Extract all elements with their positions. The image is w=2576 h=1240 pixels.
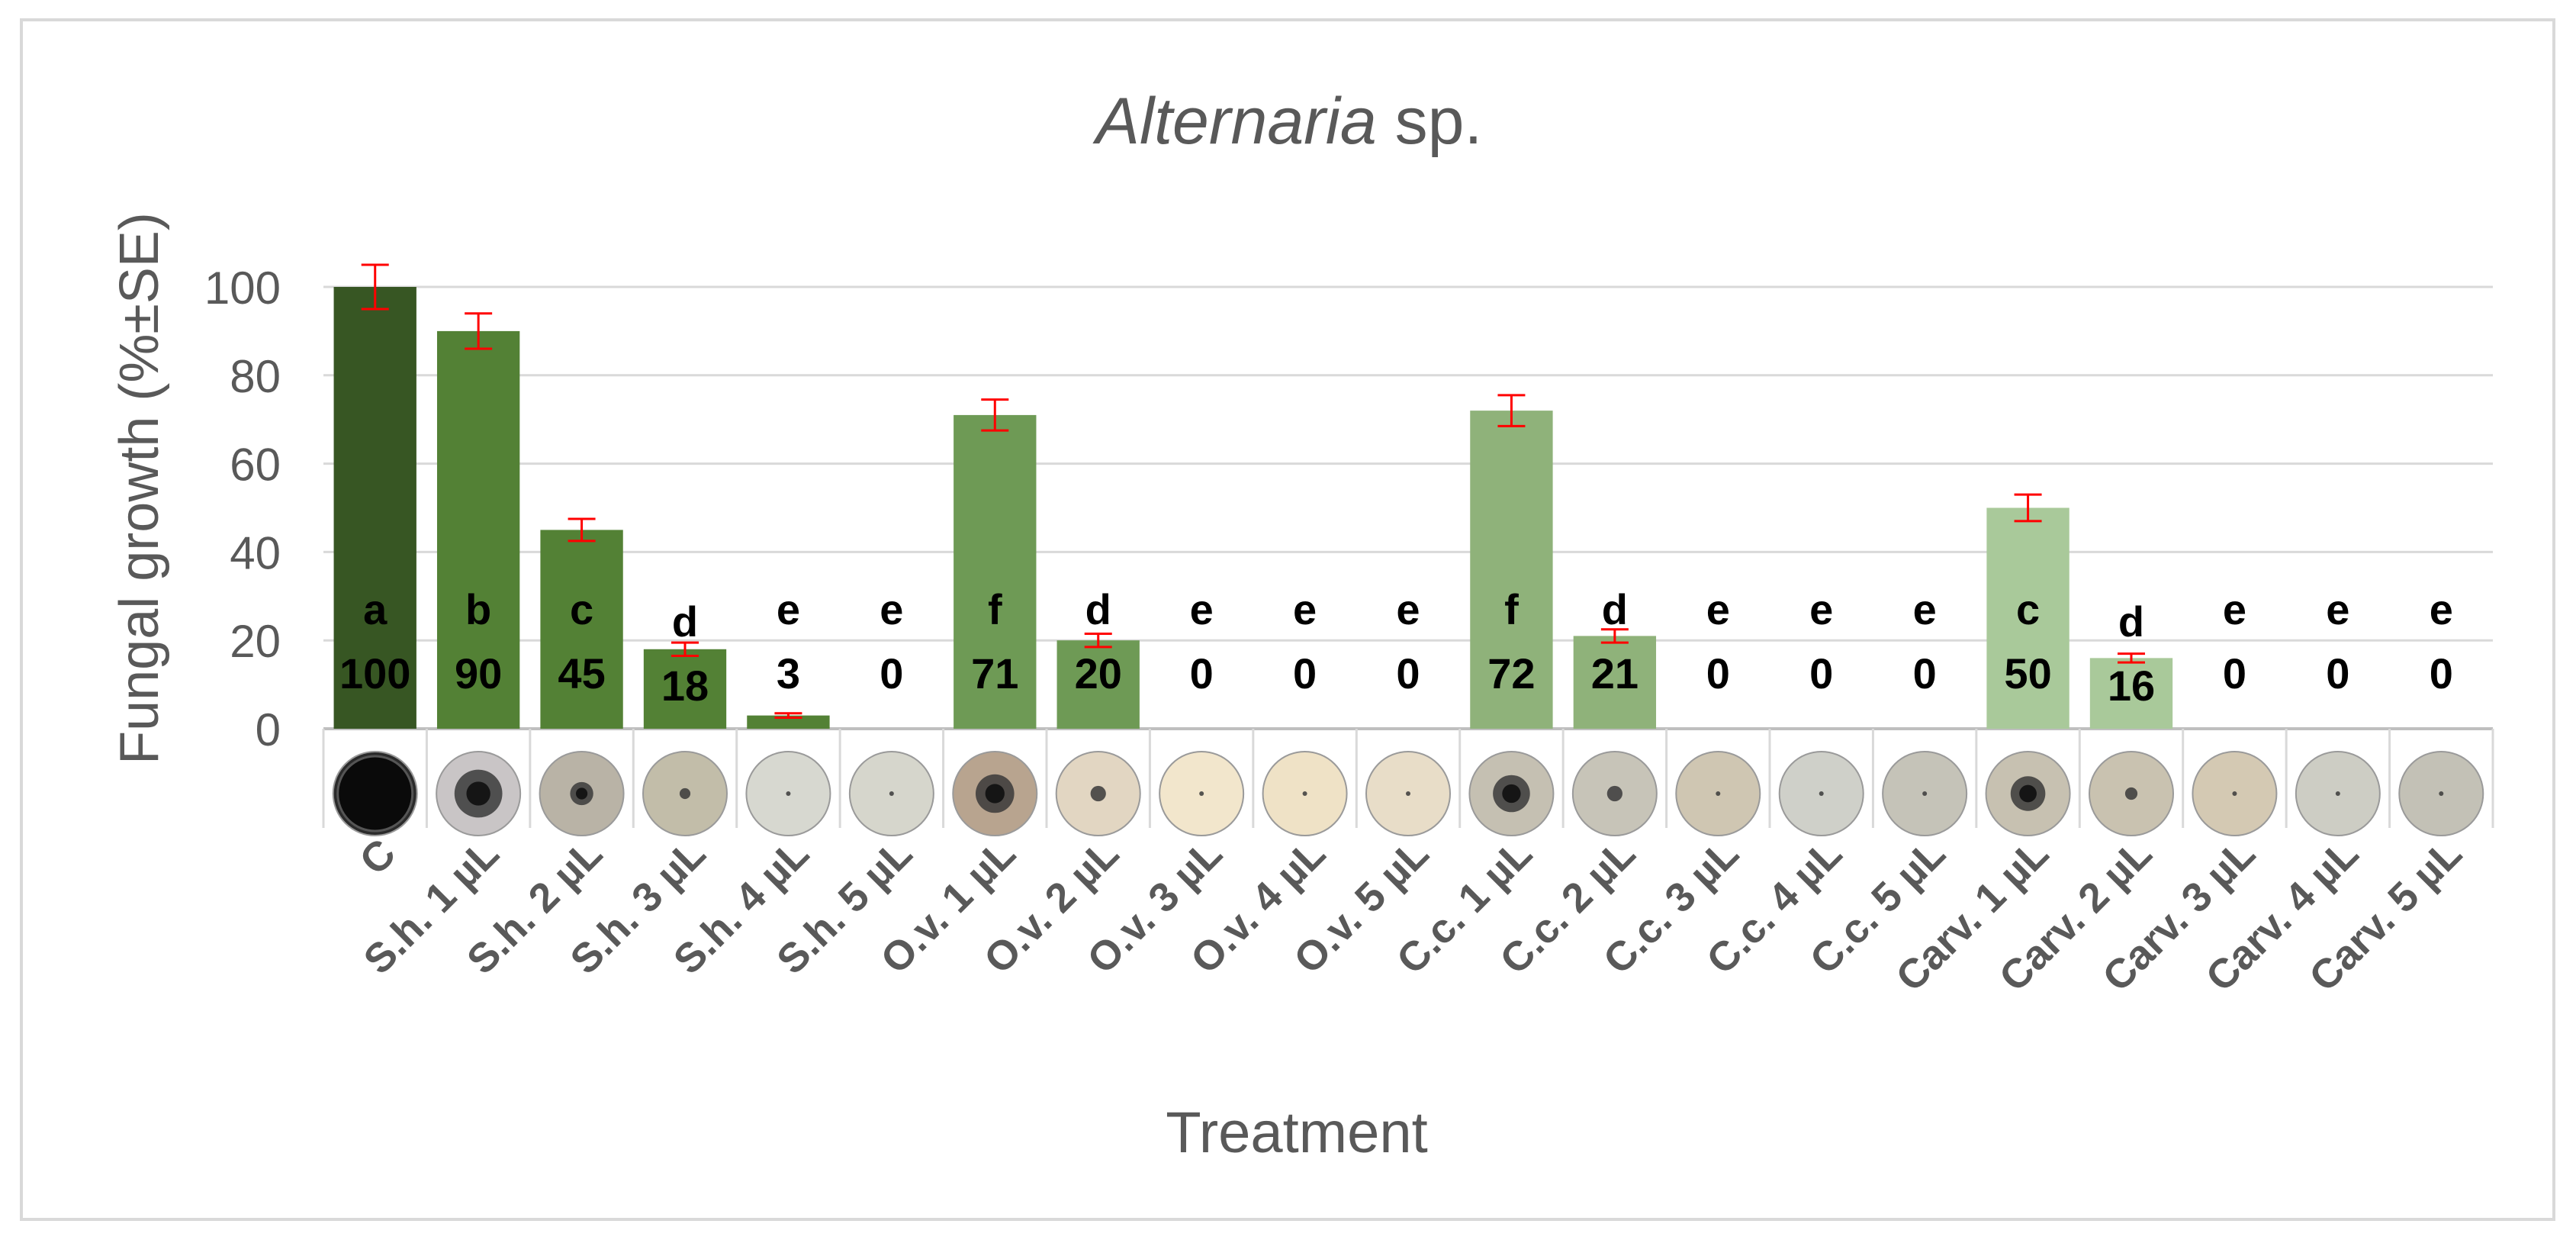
fungal-colony [337,756,413,831]
significance-letter: e [1913,585,1937,633]
y-axis-label: Fungal growth (%±SE) [109,212,170,765]
colony-center [575,787,588,800]
y-tick-label: 60 [230,440,281,491]
bar [954,414,1037,729]
data-label: 50 [2004,649,2051,697]
significance-letter: e [1293,585,1317,633]
fungal-colony [1090,785,1106,802]
data-label: 0 [1809,649,1833,697]
significance-letter: e [2326,585,2349,633]
petri-dishes [332,751,2484,836]
data-label: 0 [1913,649,1937,697]
significance-letter: c [2016,585,2040,633]
bar [1573,636,1657,729]
significance-letter: e [880,585,903,633]
x-axis-label: Treatment [1166,1100,1428,1165]
significance-letter: e [1190,585,1214,633]
bar [1056,640,1140,729]
significance-letter: a [363,585,388,633]
fungal-colony [2439,791,2444,796]
data-label: 0 [1190,649,1214,697]
fungal-colony [2124,787,2138,800]
colony-center [1502,784,1521,804]
bar [540,530,623,729]
colony-center [2019,784,2037,803]
bar [333,287,416,729]
data-label: 21 [1591,649,1639,697]
y-tick-label: 0 [256,704,281,755]
data-label: 0 [1293,649,1317,697]
fungal-colony [1606,785,1622,802]
bar [747,715,830,729]
significance-letter: e [1396,585,1420,633]
fungal-colony [1922,791,1928,796]
colony-edge [336,755,414,833]
fungal-colony [1406,791,1410,796]
data-label: 0 [1396,649,1420,697]
fungal-colony [679,787,691,800]
y-tick-label: 40 [230,527,281,578]
data-label: 0 [1706,649,1730,697]
significance-letter: e [2223,585,2246,633]
significance-letter: d [672,597,698,646]
y-tick-label: 20 [230,616,281,667]
chart-title-italic: Alternaria [1092,85,1377,158]
significance-letter: d [1602,585,1628,633]
data-label: 0 [2430,649,2453,697]
bar [2089,658,2173,729]
error-bars [361,263,2145,720]
fungal-colony [786,791,791,796]
y-tick-labels: 0 20 40 60 80 100 [204,262,281,755]
data-label: 16 [2108,662,2155,710]
significance-letter: e [1706,585,1730,633]
significance-letter: c [570,585,593,633]
data-label: 20 [1075,649,1122,697]
colony-center [466,781,490,806]
fungal-colony [2335,791,2340,796]
bar [436,330,520,729]
colony-center [985,784,1005,804]
significance-letter: f [988,585,1002,633]
fungal-colony [2232,791,2237,796]
bar [1986,507,2069,729]
data-label: 0 [2223,649,2246,697]
bars [333,287,2173,729]
fungal-colony [1716,791,1721,796]
data-label: 3 [777,649,800,697]
chart-title: Alternaria sp. [1092,85,1483,158]
significance-letter: e [777,585,800,633]
fungal-colony [1199,791,1204,796]
significance-letter: d [2118,597,2144,646]
y-tick-label: 100 [204,262,281,314]
chart-title-rest: sp. [1377,85,1483,158]
data-label: 0 [2326,649,2349,697]
y-tick-label: 80 [230,351,281,402]
fungal-colony [889,791,894,796]
bar-labels: a 100 b 90 c 45 d 18 e 3 e 0 f 71 d 20 e 0 e 0 e 0 f 72 d 21 e 0 e 0 e… [339,585,2453,710]
data-label: 100 [339,649,410,697]
fungal-colony [1819,791,1824,796]
bar [643,649,727,729]
bar [1470,411,1553,729]
significance-letter: d [1085,585,1111,633]
data-label: 45 [558,649,605,697]
data-label: 71 [971,649,1018,697]
fungal-colony [1302,791,1307,796]
data-label: 90 [455,649,502,697]
data-label: 0 [880,649,903,697]
significance-letter: e [1809,585,1833,633]
significance-letter: e [2430,585,2453,633]
significance-letter: b [465,585,491,633]
significance-letter: f [1504,585,1519,633]
data-label: 72 [1487,649,1535,697]
data-label: 18 [661,662,709,710]
